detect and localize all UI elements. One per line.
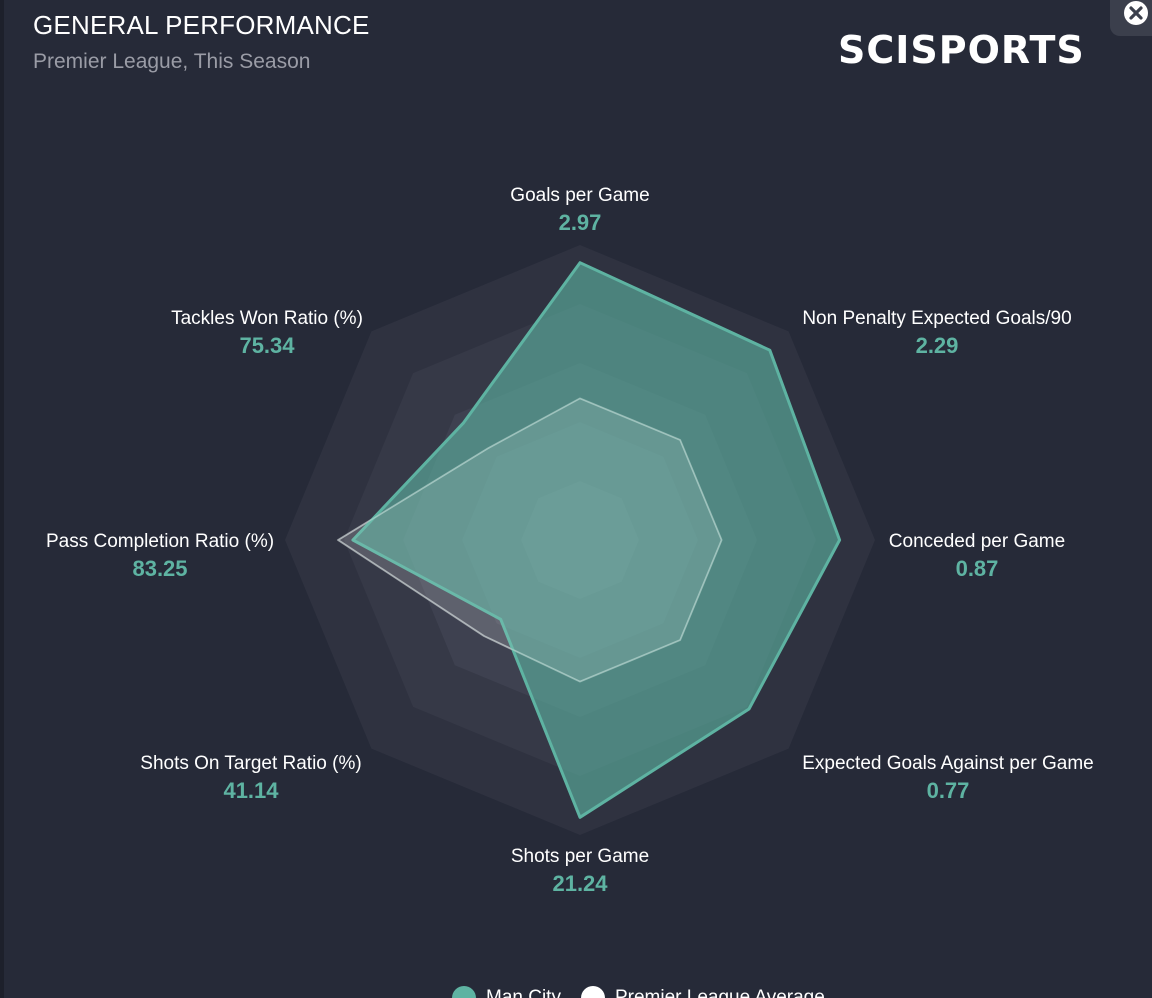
axis-name: Non Penalty Expected Goals/90 [802, 308, 1072, 329]
close-icon[interactable] [1123, 0, 1149, 26]
legend-label: Man City [486, 987, 561, 998]
panel-edge [0, 0, 4, 998]
axis-name: Pass Completion Ratio (%) [45, 531, 275, 552]
axis-value: 0.87 [955, 556, 999, 581]
chart-title: GENERAL PERFORMANCE [33, 10, 370, 40]
axis-label-goals-per-game: Goals per Game 2.97 [510, 184, 649, 238]
legend-item-man-city[interactable]: Man City [452, 986, 561, 998]
axis-name: Tackles Won Ratio (%) [171, 308, 363, 329]
legend-marker-man-city [452, 986, 476, 998]
axis-label-conceded: Conceded per Game 0.87 [889, 530, 1065, 584]
axis-label-tackles-won: Tackles Won Ratio (%) 75.34 [171, 307, 363, 361]
axis-value: 21.24 [552, 871, 608, 896]
axis-value: 75.34 [239, 333, 295, 358]
axis-label-xga: Expected Goals Against per Game 0.77 [802, 752, 1094, 806]
legend-item-league-average[interactable]: Premier League Average [580, 986, 825, 998]
chart-subtitle: Premier League, This Season [33, 50, 311, 73]
axis-value: 83.25 [132, 556, 188, 581]
axis-name: Expected Goals Against per Game [802, 753, 1094, 774]
axis-label-npxg: Non Penalty Expected Goals/90 2.29 [802, 307, 1071, 361]
axis-value: 41.14 [223, 778, 279, 803]
axis-label-shots-on-target: Shots On Target Ratio (%) 41.14 [140, 752, 361, 806]
chart-legend: Man City Premier League Average [452, 986, 845, 998]
legend-marker-league-average [580, 986, 605, 998]
axis-name: Shots On Target Ratio (%) [140, 753, 362, 774]
legend-label: Premier League Average [614, 987, 825, 998]
axis-name: Shots per Game [510, 846, 650, 867]
axis-label-shots-per-game: Shots per Game 21.24 [511, 845, 649, 899]
axis-name: Goals per Game [510, 185, 650, 206]
axis-name: Conceded per Game [888, 531, 1066, 552]
axis-value: 0.77 [926, 778, 970, 803]
axis-value: 2.97 [558, 210, 602, 235]
scisports-logo: SCISPORTS [838, 28, 1085, 72]
axis-value: 2.29 [915, 333, 959, 358]
axis-label-pass-completion: Pass Completion Ratio (%) 83.25 [46, 530, 274, 584]
radar-series-man-city[interactable] [351, 261, 842, 819]
radar-series-league-average-outline [336, 397, 723, 683]
